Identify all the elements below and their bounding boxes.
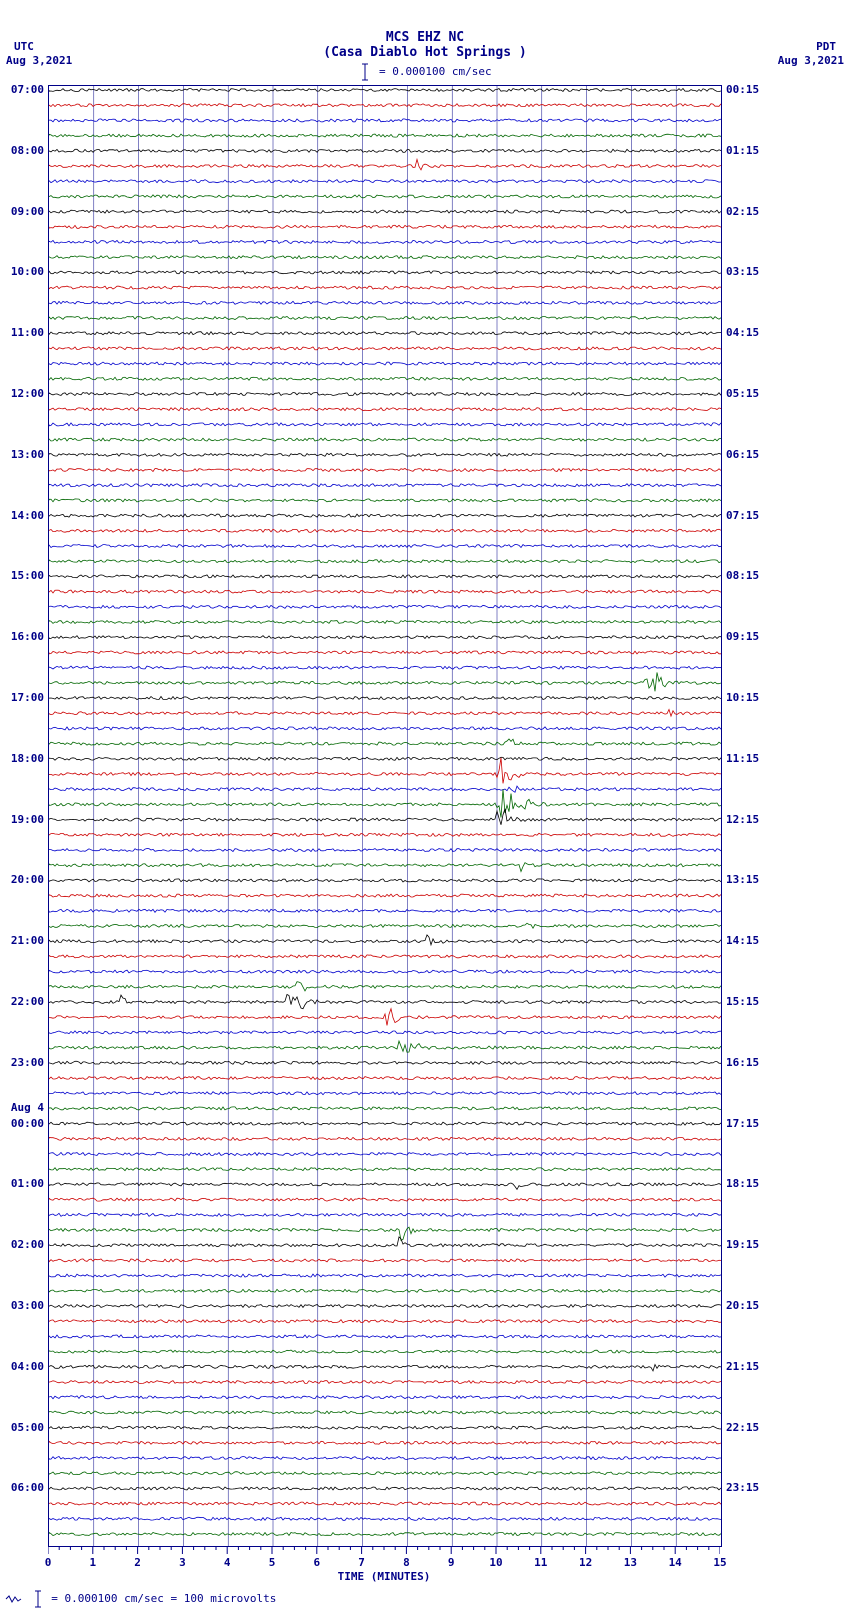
right-time-label: 12:15 xyxy=(726,813,759,826)
left-time-label: 05:00 xyxy=(11,1421,44,1434)
x-tick-label: 7 xyxy=(358,1556,365,1569)
x-tick-marks xyxy=(48,1546,720,1558)
left-time-label: 14:00 xyxy=(11,509,44,522)
x-tick-label: 14 xyxy=(669,1556,682,1569)
right-time-label: 14:15 xyxy=(726,934,759,947)
seismogram-container: MCS EHZ NC (Casa Diablo Hot Springs ) = … xyxy=(0,0,850,1613)
date-right: Aug 3,2021 xyxy=(778,54,844,67)
right-time-label: 10:15 xyxy=(726,691,759,704)
x-tick-label: 13 xyxy=(624,1556,637,1569)
x-tick-label: 3 xyxy=(179,1556,186,1569)
right-time-label: 08:15 xyxy=(726,569,759,582)
right-time-label: 13:15 xyxy=(726,873,759,886)
right-time-label: 00:15 xyxy=(726,83,759,96)
footer-text: = 0.000100 cm/sec = 100 microvolts xyxy=(51,1592,276,1605)
x-tick-label: 9 xyxy=(448,1556,455,1569)
x-tick-label: 15 xyxy=(713,1556,726,1569)
x-tick-label: 6 xyxy=(313,1556,320,1569)
x-tick-label: 10 xyxy=(489,1556,502,1569)
left-time-label: 01:00 xyxy=(11,1177,44,1190)
left-time-label: 13:00 xyxy=(11,448,44,461)
right-time-label: 17:15 xyxy=(726,1117,759,1130)
right-time-label: 22:15 xyxy=(726,1421,759,1434)
left-time-label: 17:00 xyxy=(11,691,44,704)
left-time-label: 07:00 xyxy=(11,83,44,96)
date-left: Aug 3,2021 xyxy=(6,54,72,67)
left-time-label: 03:00 xyxy=(11,1299,44,1312)
right-time-label: 09:15 xyxy=(726,630,759,643)
timezone-left: UTC xyxy=(14,40,34,53)
left-time-label: 22:00 xyxy=(11,995,44,1008)
left-time-label: 19:00 xyxy=(11,813,44,826)
plot-area xyxy=(48,85,722,1547)
left-time-label: 21:00 xyxy=(11,934,44,947)
left-time-label: 10:00 xyxy=(11,265,44,278)
left-time-label: 15:00 xyxy=(11,569,44,582)
right-time-label: 07:15 xyxy=(726,509,759,522)
left-time-label: 16:00 xyxy=(11,630,44,643)
right-time-label: 18:15 xyxy=(726,1177,759,1190)
left-time-label: 02:00 xyxy=(11,1238,44,1251)
chart-header: MCS EHZ NC (Casa Diablo Hot Springs ) xyxy=(0,30,850,60)
seismic-traces xyxy=(49,86,721,1546)
right-time-label: 02:15 xyxy=(726,205,759,218)
x-axis-title: TIME (MINUTES) xyxy=(48,1570,720,1583)
left-time-label: 00:00 xyxy=(11,1117,44,1130)
x-tick-label: 0 xyxy=(45,1556,52,1569)
right-time-label: 05:15 xyxy=(726,387,759,400)
x-tick-label: 5 xyxy=(269,1556,276,1569)
station-code: MCS EHZ NC xyxy=(0,30,850,45)
left-time-label: 09:00 xyxy=(11,205,44,218)
right-time-label: 04:15 xyxy=(726,326,759,339)
right-time-label: 19:15 xyxy=(726,1238,759,1251)
left-time-label: 04:00 xyxy=(11,1360,44,1373)
right-time-label: 01:15 xyxy=(726,144,759,157)
scale-indicator: = 0.000100 cm/sec xyxy=(0,62,850,82)
x-tick-label: 2 xyxy=(134,1556,141,1569)
left-time-label: 20:00 xyxy=(11,873,44,886)
x-tick-label: 12 xyxy=(579,1556,592,1569)
right-time-label: 11:15 xyxy=(726,752,759,765)
right-time-label: 03:15 xyxy=(726,265,759,278)
station-name: (Casa Diablo Hot Springs ) xyxy=(0,45,850,60)
right-time-label: 06:15 xyxy=(726,448,759,461)
right-time-labels: 00:15 01:15 02:15 03:15 04:15 05:15 06:15 07:15… xyxy=(724,85,784,1545)
left-time-label: 11:00 xyxy=(11,326,44,339)
timezone-right: PDT xyxy=(816,40,836,53)
x-tick-label: 11 xyxy=(534,1556,547,1569)
left-time-label: 06:00 xyxy=(11,1481,44,1494)
x-tick-label: 4 xyxy=(224,1556,231,1569)
right-time-label: 15:15 xyxy=(726,995,759,1008)
x-tick-label: 8 xyxy=(403,1556,410,1569)
footer-scale: = 0.000100 cm/sec = 100 microvolts xyxy=(4,1589,276,1609)
left-time-label: 08:00 xyxy=(11,144,44,157)
right-time-label: 16:15 xyxy=(726,1056,759,1069)
x-axis: 0123456789101112131415 TIME (MINUTES) xyxy=(48,1548,720,1588)
scale-text: = 0.000100 cm/sec xyxy=(379,65,492,78)
left-time-labels: 07:00 08:00 09:00 10:00 11:00 12:00 13:00 14:00… xyxy=(4,85,46,1545)
left-time-label: 18:00 xyxy=(11,752,44,765)
left-time-label: 12:00 xyxy=(11,387,44,400)
right-time-label: 23:15 xyxy=(726,1481,759,1494)
day-marker: Aug 4 xyxy=(11,1101,44,1114)
right-time-label: 21:15 xyxy=(726,1360,759,1373)
left-time-label: 23:00 xyxy=(11,1056,44,1069)
right-time-label: 20:15 xyxy=(726,1299,759,1312)
x-tick-label: 1 xyxy=(89,1556,96,1569)
